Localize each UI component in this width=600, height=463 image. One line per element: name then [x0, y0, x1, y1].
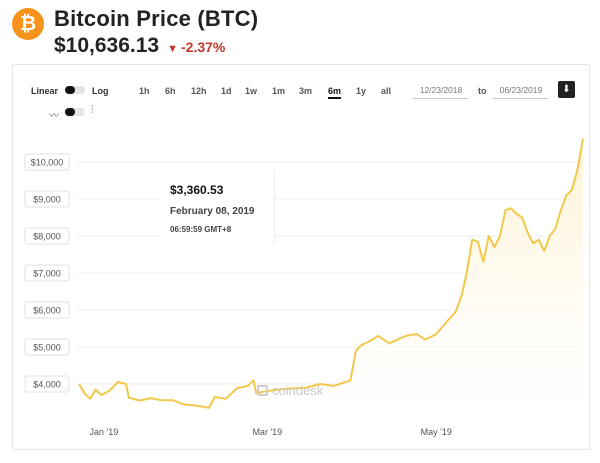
x-tick-label: Jan '19: [90, 427, 119, 437]
y-tick-label: $8,000: [33, 232, 61, 242]
y-tick-label-box: [24, 153, 70, 171]
current-price: $10,636.13: [54, 34, 160, 57]
chart-type-toggle[interactable]: [65, 108, 85, 116]
chart-tooltip: $3,360.53 February 08, 2019 06:59:59 GMT…: [161, 171, 275, 243]
price-line: [78, 138, 584, 409]
y-tick-label-box: [24, 227, 70, 245]
price-row: $10,636.13 ▼ -2.37%: [54, 34, 225, 58]
tooltip-date: February 08, 2019: [170, 206, 255, 217]
y-tick-label-box: [24, 338, 70, 356]
y-tick-label: $7,000: [33, 269, 61, 279]
range-1y[interactable]: 1y: [356, 86, 367, 96]
range-1d[interactable]: 1d: [221, 86, 232, 96]
date-to-input[interactable]: 06/23/2019: [493, 83, 549, 99]
range-1w[interactable]: 1w: [245, 86, 258, 96]
date-from-input[interactable]: 12/23/2018: [413, 83, 469, 99]
tooltip-price: $3,360.53: [170, 183, 224, 197]
page-title: Bitcoin Price (BTC): [54, 6, 259, 31]
toggle-knob: [65, 86, 75, 94]
y-tick-label-box: [24, 264, 70, 282]
range-6h[interactable]: 6h: [165, 86, 176, 96]
price-chart: $4,000 $5,000 $6,000 $7,000 $8,000 $9,000 $10,…: [24, 138, 584, 437]
y-tick-label-box: [24, 190, 70, 208]
linear-label: Linear: [31, 86, 59, 96]
candlestick-icon[interactable]: ⫶: [91, 105, 94, 116]
y-tick-label: $4,000: [33, 380, 61, 390]
coindesk-watermark: coindesk: [257, 383, 323, 398]
y-tick-label: $10,000: [31, 158, 64, 168]
range-3m[interactable]: 3m: [299, 86, 313, 96]
range-6m[interactable]: 6m: [328, 86, 342, 99]
chart-panel: Linear Log 1h 6h 12h 1d 1w 1m 3m 6m 1y a…: [12, 64, 590, 450]
chart-controls: Linear Log 1h 6h 12h 1d 1w 1m 3m 6m 1y a…: [13, 65, 589, 125]
price-change-percent: -2.37%: [181, 39, 226, 55]
down-arrow-icon: ▼: [167, 43, 178, 55]
coindesk-logo-icon: [257, 385, 268, 396]
line-chart-icon[interactable]: 〰: [49, 111, 59, 122]
range-all[interactable]: all: [381, 86, 392, 96]
y-tick-label-box: [24, 375, 70, 393]
y-tick-label: $9,000: [33, 195, 61, 205]
price-change: ▼ -2.37%: [167, 39, 225, 55]
y-tick-label-box: [24, 301, 70, 319]
toggle-knob: [65, 108, 75, 116]
tooltip-time: 06:59:59 GMT+8: [170, 225, 232, 234]
price-header: ₿ Bitcoin Price (BTC) $10,636.13 ▼ -2.37…: [10, 6, 590, 58]
range-12h[interactable]: 12h: [191, 86, 207, 96]
download-icon[interactable]: ⬇: [558, 81, 575, 98]
to-label: to: [478, 86, 487, 96]
price-area-fill: [79, 138, 583, 421]
y-tick-label: $5,000: [33, 343, 61, 353]
watermark-text: coindesk: [272, 383, 324, 398]
y-tick-label: $6,000: [33, 306, 61, 316]
log-label: Log: [92, 86, 109, 96]
range-1m[interactable]: 1m: [272, 86, 286, 96]
x-tick-label: May '19: [421, 427, 452, 437]
bitcoin-logo-icon: ₿: [12, 8, 44, 40]
scale-toggle[interactable]: [65, 86, 85, 94]
range-1h[interactable]: 1h: [139, 86, 150, 96]
x-tick-label: Mar '19: [252, 427, 282, 437]
